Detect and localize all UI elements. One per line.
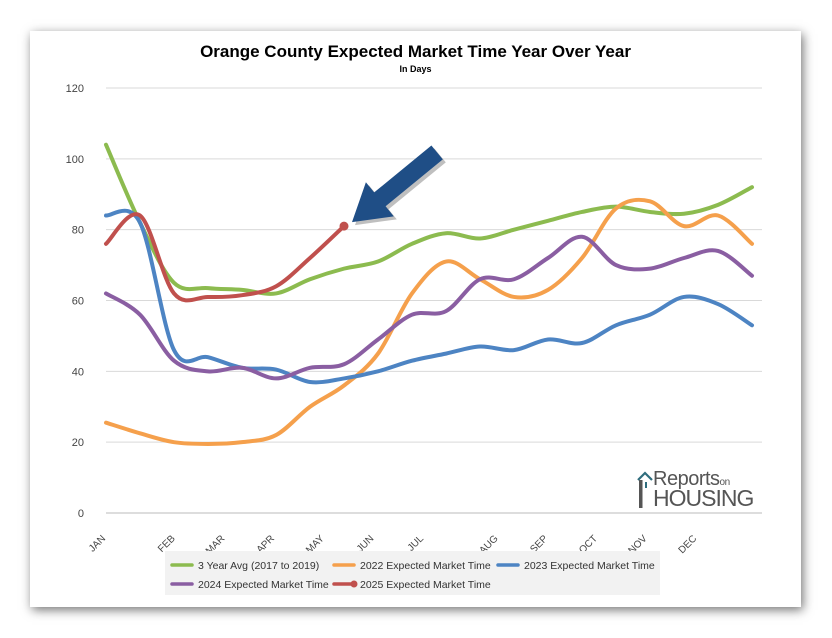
legend-item: 2022 Expected Market Time [332,560,491,572]
y-tick-label: 20 [72,437,84,449]
arrow-shape [352,145,443,223]
legend: 3 Year Avg (2017 to 2019) 2022 Expected M… [165,551,660,595]
legend-label: 2023 Expected Market Time [524,560,655,572]
series-line-1 [104,197,754,446]
house-r-logo-icon [637,471,653,508]
series-line-3 [104,234,754,381]
legend-label: 2024 Expected Market Time [198,579,329,591]
y-tick-label: 40 [72,366,84,378]
legend-item: 2023 Expected Market Time [496,560,655,572]
x-tick-label: JUL [406,533,427,554]
y-tick-label: 120 [66,83,84,95]
logo-housing-text: HOUSING [653,485,754,511]
logo-reports-text: Reportson [653,468,730,490]
x-tick-label: JAN [87,533,108,554]
series-line-2 [104,208,754,385]
chart-frame: Orange County Expected Market Time Year … [30,31,801,607]
series-lines [104,142,754,446]
y-tick-label: 0 [78,508,84,520]
chart-title: Orange County Expected Market Time Year … [200,42,631,61]
series-end-marker [339,221,349,231]
reports-on-housing-logo: Reportson HOUSING [636,468,768,514]
y-tick-label: 80 [72,225,84,237]
legend-item: 3 Year Avg (2017 to 2019) [170,560,319,572]
legend-label: 3 Year Avg (2017 to 2019) [198,560,319,572]
legend-item: 2024 Expected Market Time [170,579,329,591]
legend-item: 2025 Expected Market Time [332,579,491,591]
series-line-0 [104,142,754,296]
y-axis-ticks: 0 20 40 60 80 100 120 [66,83,84,520]
x-tick-label: DEC [677,533,700,556]
chart-subtitle: In Days [399,64,432,74]
series-line-4 [104,212,346,303]
legend-label: 2022 Expected Market Time [360,560,491,572]
y-tick-label: 100 [66,154,84,166]
legend-background [165,551,660,595]
legend-label: 2025 Expected Market Time [360,579,491,591]
legend-marker [350,580,358,588]
arrow-pointer-icon [352,145,446,226]
y-tick-label: 60 [72,296,84,308]
